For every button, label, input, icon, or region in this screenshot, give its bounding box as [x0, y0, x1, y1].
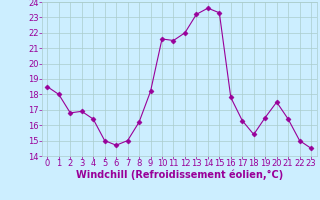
X-axis label: Windchill (Refroidissement éolien,°C): Windchill (Refroidissement éolien,°C)	[76, 169, 283, 180]
